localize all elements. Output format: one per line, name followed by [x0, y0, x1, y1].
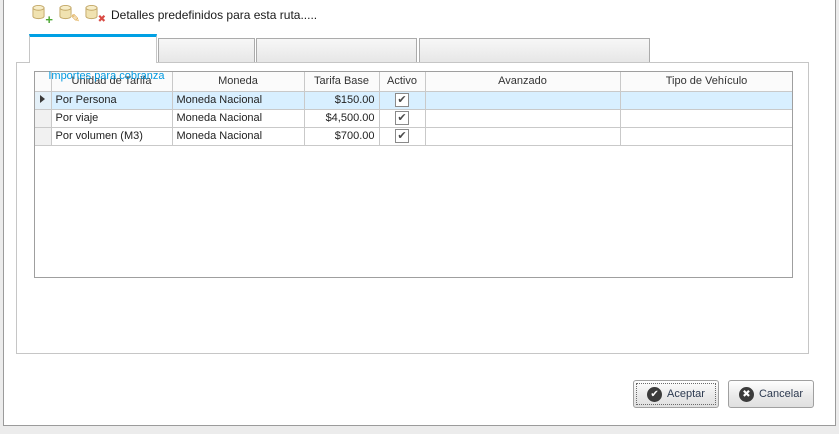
cell-avanzado[interactable] — [425, 91, 621, 110]
cancel-button[interactable]: ✖ Cancelar — [728, 380, 814, 408]
cell-activo — [379, 109, 426, 128]
table-row[interactable]: Por Persona Moneda Nacional $150.00 — [35, 91, 792, 110]
cell-moneda[interactable]: Moneda Nacional — [172, 109, 305, 128]
check-circle-icon: ✔ — [647, 386, 663, 402]
dialog-title: Detalles predefinidos para esta ruta....… — [111, 8, 318, 22]
accept-button-label: Aceptar — [667, 388, 705, 400]
col-header-avanzado[interactable]: Avanzado — [425, 72, 621, 92]
x-circle-icon: ✖ — [738, 386, 754, 402]
cell-tarifa[interactable]: $4,500.00 — [304, 109, 380, 128]
cell-moneda[interactable]: Moneda Nacional — [172, 127, 305, 146]
tab-eventos-de-viaje[interactable]: Eventos de viaje — [158, 38, 258, 79]
grid-header-row: Unidad de Tarifa Moneda Tarifa Base Acti… — [35, 72, 792, 92]
tab-label: Importes para cobranza — [48, 70, 165, 82]
col-header-tipo-vehiculo[interactable]: Tipo de Vehículo — [620, 72, 792, 92]
add-record-icon[interactable]: + — [31, 4, 53, 26]
route-details-dialog: + ✎ ✖ Detalles predefinidos para esta ru… — [3, 0, 836, 426]
cell-tipo-vehiculo[interactable] — [620, 127, 792, 146]
activo-checkbox[interactable] — [395, 93, 409, 107]
cell-avanzado[interactable] — [425, 109, 621, 128]
edit-record-icon[interactable]: ✎ — [58, 4, 80, 25]
tab-importes-para-cobranza[interactable]: Importes para cobranza — [29, 34, 165, 82]
tab-strip: Importes para cobranza Eventos de viaje … — [4, 34, 835, 82]
tariffs-grid[interactable]: Unidad de Tarifa Moneda Tarifa Base Acti… — [34, 71, 793, 278]
cell-activo — [379, 91, 426, 110]
col-header-tarifa-base[interactable]: Tarifa Base — [304, 72, 380, 92]
cell-activo — [379, 127, 426, 146]
cell-tarifa[interactable]: $150.00 — [304, 91, 380, 110]
activo-checkbox[interactable] — [395, 111, 409, 125]
cell-unidad[interactable]: Por viaje — [51, 109, 173, 128]
database-cylinder — [59, 5, 72, 20]
cell-tipo-vehiculo[interactable] — [620, 91, 792, 110]
table-row[interactable]: Por viaje Moneda Nacional $4,500.00 — [35, 109, 792, 128]
col-header-unidad[interactable]: Unidad de Tarifa — [51, 72, 173, 92]
activo-checkbox[interactable] — [395, 129, 409, 143]
col-header-activo[interactable]: Activo — [379, 72, 426, 92]
row-selector[interactable] — [35, 127, 52, 146]
tab-presupuesto-costos[interactable]: Presupuesto de costos del viaje — [256, 38, 431, 79]
cell-moneda[interactable]: Moneda Nacional — [172, 91, 305, 110]
row-selector-arrow-icon[interactable] — [35, 91, 52, 110]
cell-avanzado[interactable] — [425, 127, 621, 146]
toolbar: + ✎ ✖ Detalles predefinidos para esta ru… — [4, 0, 835, 30]
tab-puntos-embarque[interactable]: Puntos de Embarque entre Origen y Destin… — [419, 38, 658, 79]
database-cylinder — [32, 5, 45, 20]
col-header-moneda[interactable]: Moneda — [172, 72, 305, 92]
cancel-button-label: Cancelar — [758, 388, 804, 400]
table-row[interactable]: Por volumen (M3) Moneda Nacional $700.00 — [35, 127, 792, 146]
cell-unidad[interactable]: Por volumen (M3) — [51, 127, 173, 146]
row-selector-header — [35, 72, 52, 92]
database-cylinder — [85, 5, 98, 20]
cell-tipo-vehiculo[interactable] — [620, 109, 792, 128]
row-selector[interactable] — [35, 109, 52, 128]
cell-tarifa[interactable]: $700.00 — [304, 127, 380, 146]
delete-record-icon[interactable]: ✖ — [84, 4, 106, 25]
accept-button[interactable]: ✔ Aceptar — [633, 380, 719, 408]
cell-unidad[interactable]: Por Persona — [51, 91, 173, 110]
